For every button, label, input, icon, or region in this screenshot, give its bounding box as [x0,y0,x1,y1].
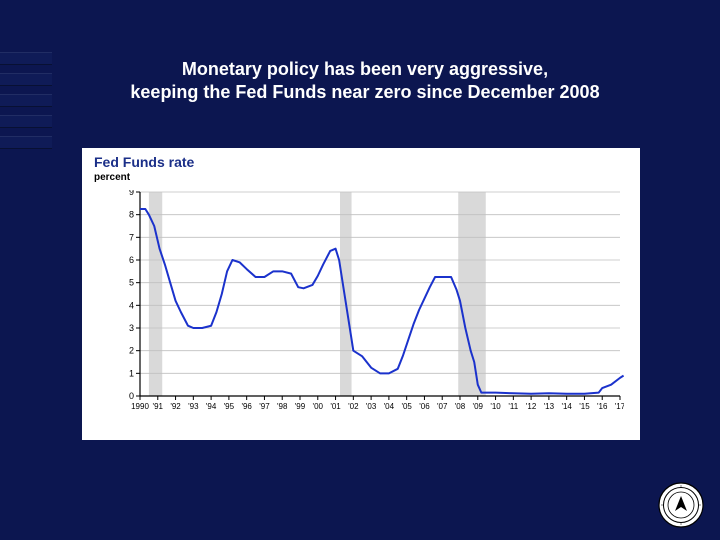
svg-text:8: 8 [129,210,134,220]
svg-text:'14: '14 [561,402,572,411]
svg-text:'99: '99 [295,402,306,411]
svg-text:'04: '04 [384,402,395,411]
svg-text:'02: '02 [348,402,359,411]
svg-text:'10: '10 [490,402,501,411]
svg-text:'16: '16 [597,402,608,411]
seal-icon [658,482,704,528]
svg-text:'97: '97 [259,402,270,411]
svg-text:4: 4 [129,300,134,310]
svg-text:'91: '91 [153,402,164,411]
svg-text:'00: '00 [313,402,324,411]
svg-text:6: 6 [129,255,134,265]
chart-plot: 0 1 2 3 4 5 6 7 8 9 1990 '91 '92 '93 '94 '95 '96 '97 '98 '9… [118,190,624,414]
svg-text:'06: '06 [419,402,430,411]
chart-title: Fed Funds rate [94,154,194,170]
svg-text:'12: '12 [526,402,537,411]
accent-bars [0,52,52,157]
svg-text:'94: '94 [206,402,217,411]
svg-text:5: 5 [129,278,134,288]
svg-text:1990: 1990 [131,402,149,411]
svg-text:'95: '95 [224,402,235,411]
svg-text:1: 1 [129,368,134,378]
svg-text:'11: '11 [508,402,518,411]
svg-text:'01: '01 [330,402,341,411]
svg-text:'08: '08 [455,402,466,411]
slide: Monetary policy has been very aggressive… [0,0,720,540]
svg-text:3: 3 [129,323,134,333]
svg-text:'09: '09 [473,402,484,411]
svg-text:2: 2 [129,346,134,356]
slide-title: Monetary policy has been very aggressive… [50,58,680,103]
svg-text:0: 0 [129,391,134,401]
svg-text:'96: '96 [241,402,252,411]
svg-text:'98: '98 [277,402,288,411]
chart-card: Fed Funds rate percent 0 1 2 3 4 5 6 7 8 9 1990 '91… [82,148,640,440]
svg-text:9: 9 [129,190,134,197]
svg-text:'05: '05 [401,402,412,411]
chart-subtitle: percent [94,172,130,183]
svg-text:'17: '17 [615,402,624,411]
svg-text:'93: '93 [188,402,199,411]
svg-text:'92: '92 [170,402,181,411]
svg-text:'03: '03 [366,402,377,411]
title-line-1: Monetary policy has been very aggressive… [182,59,548,79]
svg-text:'15: '15 [579,402,590,411]
svg-text:'13: '13 [544,402,555,411]
svg-text:7: 7 [129,232,134,242]
title-line-2: keeping the Fed Funds near zero since De… [130,82,599,102]
svg-text:'07: '07 [437,402,448,411]
